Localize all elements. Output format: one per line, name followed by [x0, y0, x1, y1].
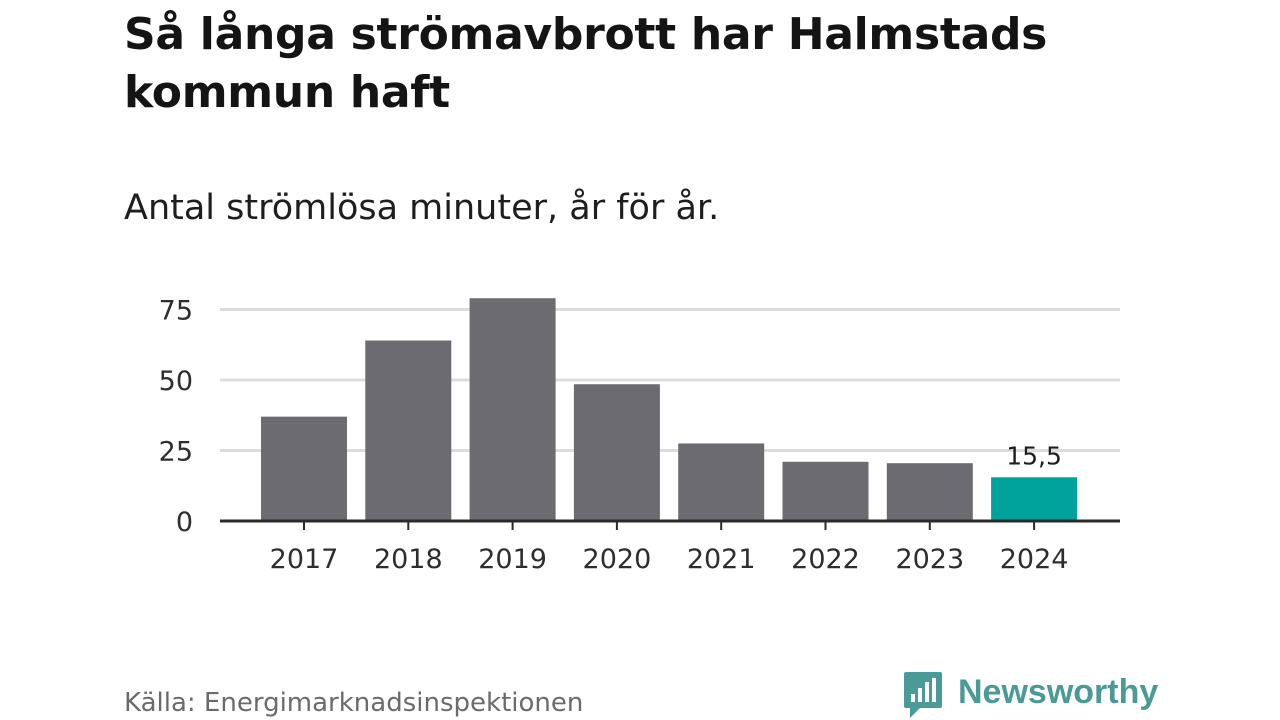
y-tick-label-25: 25 — [159, 437, 193, 468]
y-tick-label-75: 75 — [159, 296, 193, 327]
x-tick-label-2024: 2024 — [1000, 544, 1069, 575]
chart-subtitle: Antal strömlösa minuter, år för år. — [124, 188, 720, 228]
chart-title: Så långa strömavbrott har Halmstads komm… — [124, 9, 1048, 118]
y-tick-label-0: 0 — [176, 507, 193, 538]
bar-2018 — [365, 340, 452, 521]
newsworthy-logo-icon — [904, 672, 942, 718]
x-tick-label-2022: 2022 — [791, 544, 860, 575]
x-tick-label-2017: 2017 — [270, 544, 339, 575]
bar-2023 — [886, 463, 973, 521]
x-tick-label-2021: 2021 — [687, 544, 756, 575]
x-tick-label-2020: 2020 — [583, 544, 652, 575]
brand-name: Newsworthy — [958, 673, 1159, 711]
bar-2021 — [678, 443, 765, 521]
x-tick-label-2018: 2018 — [374, 544, 443, 575]
bar-2017 — [261, 416, 347, 521]
source-note: Källa: Energimarknadsinspektionen — [124, 688, 584, 718]
x-tick-label-2019: 2019 — [478, 544, 547, 575]
bar-2020 — [573, 384, 660, 521]
x-tick-label-2023: 2023 — [895, 544, 964, 575]
bar-2022 — [782, 461, 869, 521]
data-label-2024: 15,5 — [1006, 441, 1062, 470]
bar-2024 — [991, 477, 1078, 521]
y-tick-label-50: 50 — [159, 366, 193, 397]
bar-2019 — [469, 298, 556, 521]
newsworthy-logo: Newsworthy — [902, 670, 1158, 720]
